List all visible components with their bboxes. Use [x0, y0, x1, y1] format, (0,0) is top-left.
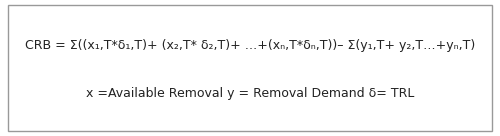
Text: x =Available Removal y = Removal Demand δ= TRL: x =Available Removal y = Removal Demand …: [86, 87, 414, 101]
FancyBboxPatch shape: [8, 5, 492, 131]
Text: CRB = Σ((x₁,T*δ₁,T)+ (x₂,T* δ₂,T)+ …+(xₙ,T*δₙ,T))– Σ(y₁,T+ y₂,T…+yₙ,T): CRB = Σ((x₁,T*δ₁,T)+ (x₂,T* δ₂,T)+ …+(xₙ…: [25, 39, 475, 52]
